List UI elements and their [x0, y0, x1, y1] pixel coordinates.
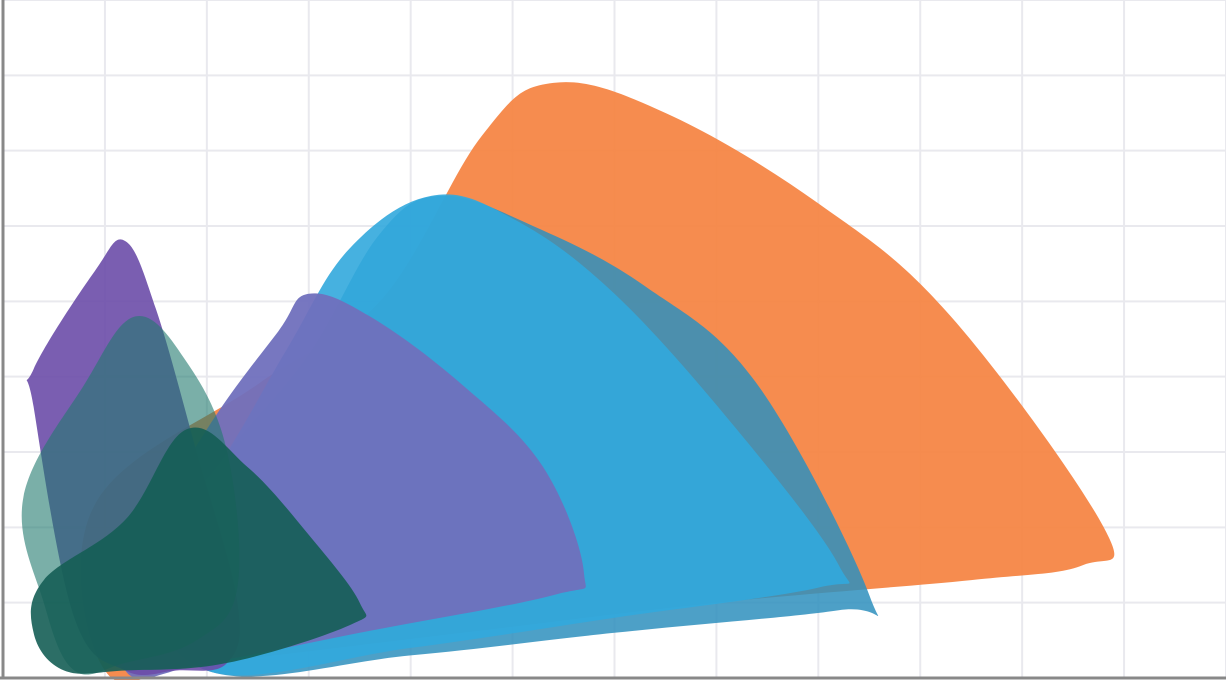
series-layer: [21, 82, 1115, 680]
area-series-7: [30, 427, 367, 674]
